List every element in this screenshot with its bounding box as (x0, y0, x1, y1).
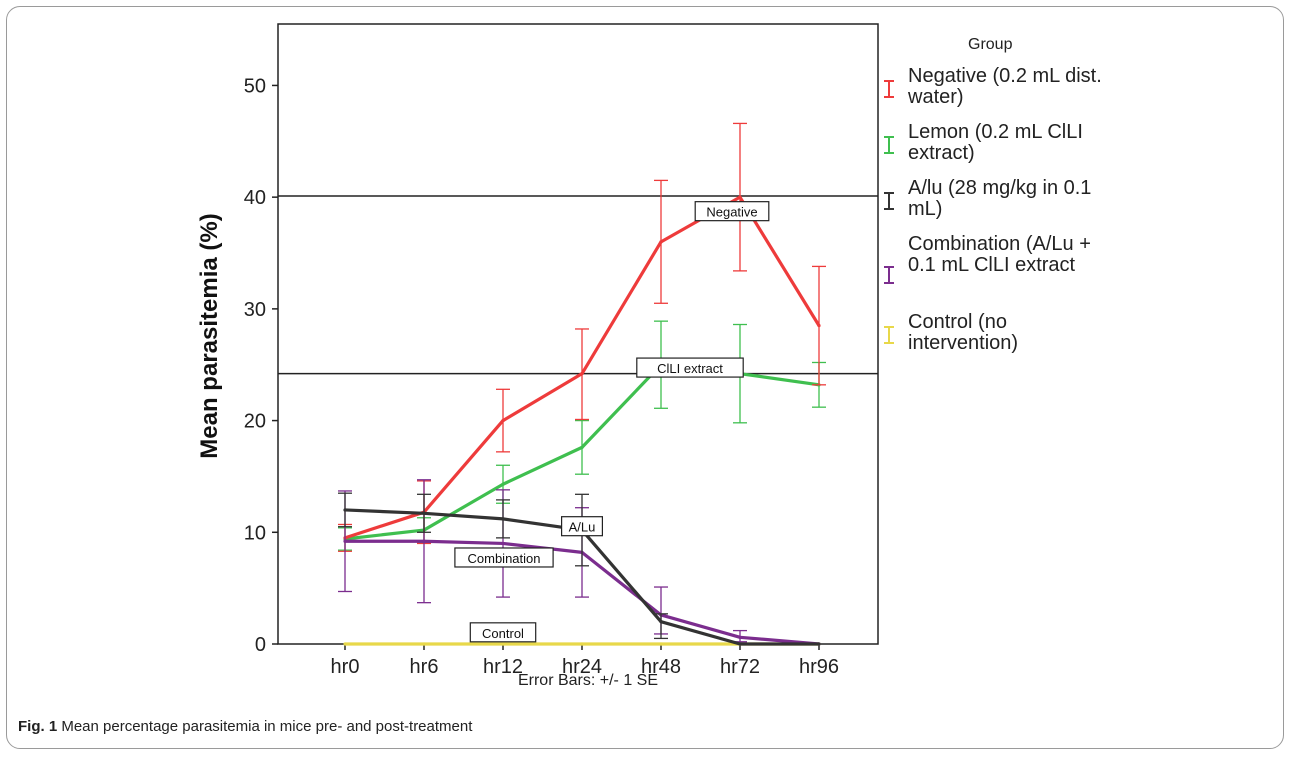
data-point (343, 540, 346, 543)
data-point (501, 542, 504, 545)
legend-title: Group (968, 36, 1012, 54)
data-point (738, 642, 741, 645)
data-point (422, 540, 425, 543)
data-point (738, 196, 741, 199)
annotation-label: Control (470, 623, 535, 642)
y-tick-label: 0 (255, 634, 266, 656)
data-point (422, 642, 425, 645)
data-point (501, 419, 504, 422)
y-tick-label: 20 (244, 411, 266, 433)
legend-swatch-icon (884, 326, 894, 344)
data-point (501, 642, 504, 645)
x-tick-label: hr0 (331, 656, 360, 678)
data-point (580, 446, 583, 449)
svg-text:ClLI extract: ClLI extract (657, 361, 723, 376)
figure-caption: Fig. 1 Mean percentage parasitemia in mi… (18, 718, 472, 735)
x-tick-label: hr96 (799, 656, 839, 678)
series-negative (338, 123, 826, 551)
data-point (501, 517, 504, 520)
caption-text: Mean percentage parasitemia in mice pre-… (61, 718, 472, 735)
y-tick-label: 30 (244, 299, 266, 321)
data-point (659, 240, 662, 243)
legend-swatch-icon (884, 266, 894, 284)
legend-label: Control (no intervention) (908, 312, 1118, 354)
data-point (422, 512, 425, 515)
x-axis-label: Error Bars: +/- 1 SE (518, 672, 658, 689)
data-point (343, 508, 346, 511)
annotation-label: Negative (695, 202, 769, 221)
x-tick-label: hr6 (410, 656, 439, 678)
svg-text:Control: Control (482, 626, 524, 641)
annotation-label: A/Lu (562, 517, 603, 536)
data-point (659, 642, 662, 645)
caption-label: Fig. 1 (18, 718, 57, 735)
data-point (580, 372, 583, 375)
data-point (580, 642, 583, 645)
data-point (817, 642, 820, 645)
legend-label: Negative (0.2 mL dist. water) (908, 66, 1118, 108)
svg-text:A/Lu: A/Lu (569, 520, 596, 535)
legend-label: A/lu (28 mg/kg in 0.1 mL) (908, 178, 1118, 220)
y-tick-label: 50 (244, 75, 266, 97)
legend-swatch-icon (884, 192, 894, 210)
y-tick-label: 40 (244, 187, 266, 209)
legend-swatch-icon (884, 136, 894, 154)
series-combination (338, 480, 821, 646)
data-point (817, 324, 820, 327)
reference-lines (278, 196, 878, 374)
legend-label: Combination (A/Lu + 0.1 mL ClLI extract (908, 234, 1118, 276)
y-tick-label: 10 (244, 522, 266, 544)
annotation-label: ClLI extract (637, 358, 743, 377)
annotation-label: Combination (455, 548, 553, 567)
legend-label: Lemon (0.2 mL ClLI extract) (908, 122, 1118, 164)
y-axis: 0 10 20 30 40 50 (244, 75, 278, 656)
data-point (659, 620, 662, 623)
svg-text:Negative: Negative (706, 205, 757, 220)
data-point (738, 636, 741, 639)
data-point (343, 642, 346, 645)
data-point (501, 483, 504, 486)
svg-text:Combination: Combination (468, 551, 541, 566)
y-axis-label: Mean parasitemia (%) (196, 213, 223, 458)
x-tick-label: hr72 (720, 656, 760, 678)
legend-swatch-icon (884, 80, 894, 98)
